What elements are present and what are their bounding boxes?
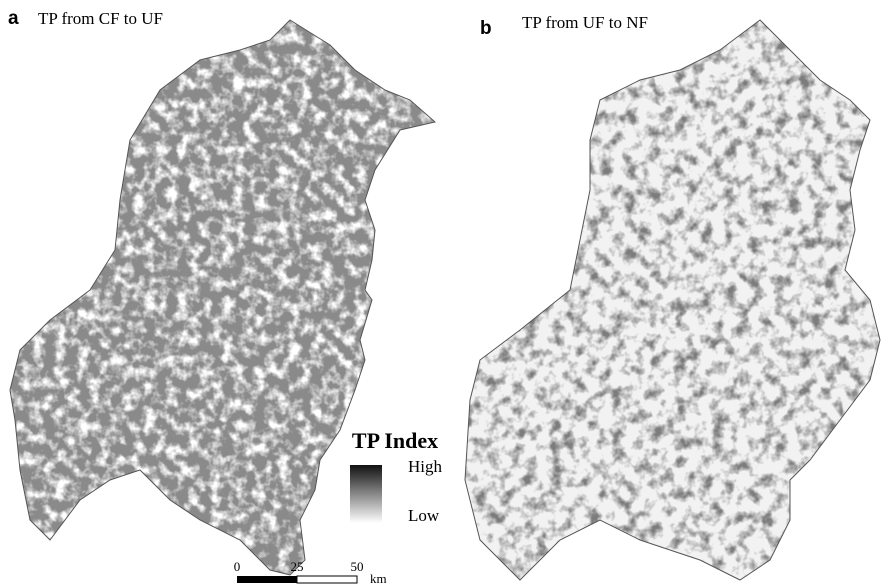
scale-tick: 50 [351,559,364,574]
scale-tick: 0 [234,559,241,574]
scale-segment [297,576,357,583]
panel-title: TP from UF to NF [522,13,648,32]
scale-segment [237,576,297,583]
scale-tick: 25 [291,559,304,574]
scale-bar: 0 25 50 km [234,559,387,586]
scale-unit: km [370,571,387,586]
legend-ramp [350,465,382,523]
figure: a TP from CF to UF b TP from UF to NF TP… [0,0,889,586]
legend-title: TP Index [352,428,438,453]
panel-label: b [480,18,492,39]
map-b [450,0,889,586]
legend-high: High [408,457,443,476]
panel-title: TP from CF to UF [38,9,163,28]
legend-low: Low [408,506,440,525]
panel-label: a [8,8,19,29]
legend: TP Index High Low [350,428,443,525]
